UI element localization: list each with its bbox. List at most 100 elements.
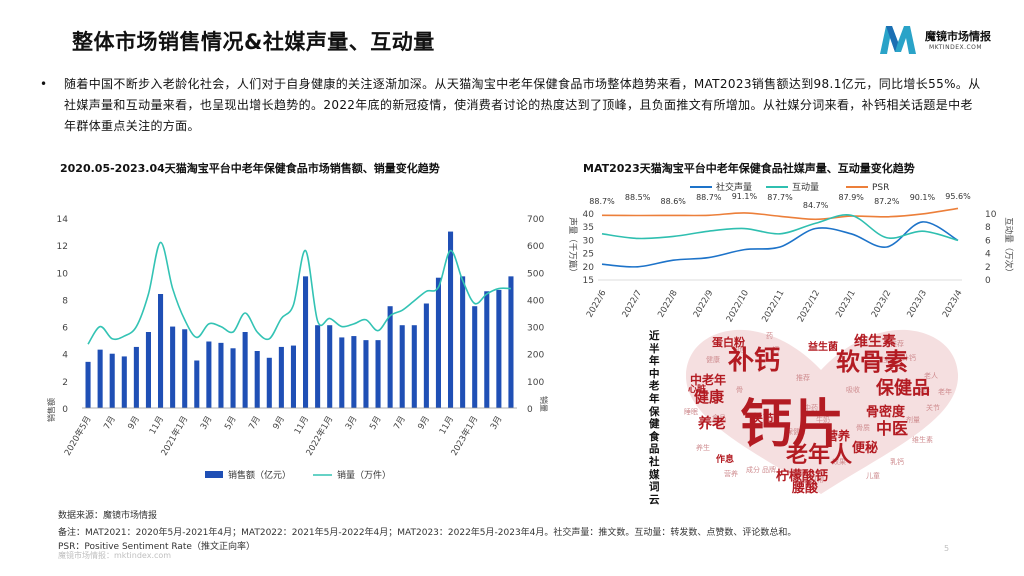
y-right-tick-label: 700 [527,215,544,225]
sales-bar [460,276,466,408]
y-left-tick-label: 10 [57,269,69,279]
wordcloud-filler-word: 健康 [706,355,720,364]
x-tick-label: 7月 [392,415,408,432]
wordcloud-word: 心脏 [688,383,706,395]
x-tick-label: 2023/2 [870,289,894,320]
x-tick-label: 2022/8 [656,289,680,320]
wordcloud-filler-word: 关节 [926,403,940,412]
wordcloud-filler-word: 老人 [924,371,938,380]
y-right-axis-label: 互动量（万次） [1003,217,1014,277]
sales-bar [448,231,454,408]
psr-data-label: 88.7% [696,193,722,202]
x-tick-label: 2022/9 [692,289,716,320]
x-tick-label: 2022/10 [725,289,751,325]
psr-data-label: 87.2% [874,197,900,206]
wordcloud-filler-word: 药 [766,331,773,340]
sales-bar [423,303,429,408]
psr-data-label: 91.1% [732,192,758,201]
x-tick-label: 2022/12 [796,289,822,325]
footer-watermark: 魔镜市场情报：mktindex.com [58,551,172,560]
interaction-line [601,214,959,242]
x-tick-label: 9月 [271,415,287,432]
wordcloud-word: 中医 [876,419,908,438]
wordcloud-filler-word: 钙 [772,345,779,354]
wordcloud-word: 作息 [716,453,734,465]
wordcloud-word: 骨密度 [866,404,906,420]
right-chart-title: MAT2023天猫淘宝平台中老年保健食品社媒声量、互动量变化趋势 [583,162,915,175]
legend-label: 社交声量 [716,181,752,193]
legend-bar-label: 销售额（亿元） [228,469,291,481]
wordcloud-filler-word: 推荐 [796,373,810,382]
wordcloud-word: 养老 [697,415,726,432]
y-right-tick-label: 300 [527,324,544,334]
sales-bar [218,342,224,408]
legend-label: 互动量 [792,182,819,193]
wordcloud-filler-word: 中药 [804,403,818,412]
x-tick-label: 7月 [102,415,118,432]
x-tick-label: 2023/3 [905,289,929,320]
wordcloud-filler-word: 补钙 [902,353,916,362]
wordcloud-filler-word: 老年 [938,387,952,396]
wordcloud-filler-word: 儿童 [866,471,880,480]
wordcloud-filler-word: 效果 [832,457,846,466]
sales-bar [182,329,188,408]
x-tick-label: 3月 [489,415,505,432]
wordcloud-word: 腰酸 [791,480,819,496]
y-left-tick-label: 2 [62,378,68,388]
x-tick-label: 2022/7 [621,289,645,320]
sales-bar [327,325,333,408]
x-tick-label: 3月 [199,415,215,432]
y-right-tick-label: 4 [985,250,991,260]
x-tick-label: 3月 [344,415,360,432]
sales-bar [363,340,369,408]
wordcloud-word: 维生素 [854,333,896,350]
wordcloud-title: 近半年中老年保健食品社媒词云 [649,330,660,506]
x-tick-label: 2022/11 [760,289,786,325]
y-right-tick-label: 10 [985,210,997,220]
x-tick-label: 5月 [368,415,384,432]
sales-bar [435,277,441,408]
data-source: 数据来源：魔镜市场情报 [58,511,158,521]
x-tick-label: 11月 [438,415,456,437]
y-left-tick-label: 30 [583,236,595,246]
wordcloud-filler-word: 骨质 [856,423,870,432]
wordcloud-word: 老年人 [785,442,852,468]
brand-name: 魔镜市场情报 [925,30,991,43]
left-chart-title: 2020.05-2023.04天猫淘宝平台中老年保健食品市场销售额、销量变化趋势 [60,162,440,175]
sales-bar [508,276,514,408]
sales-bar [266,357,272,408]
y-left-tick-label: 40 [583,210,595,220]
x-tick-label: 11月 [293,415,311,437]
psr-data-label: 88.7% [589,197,615,206]
wordcloud-filler-word: 食品 [712,413,726,422]
sales-bar [339,337,345,408]
y-left-tick-label: 20 [583,263,595,273]
wordcloud-filler-word: 父母 [916,386,930,394]
sales-bar [290,345,296,408]
y-right-axis-label: 销量 [539,396,549,412]
wordcloud-word: 保健品 [875,377,930,399]
y-left-tick-label: 35 [583,223,594,233]
page-number: 5 [944,544,950,553]
sales-bar [387,306,393,408]
y-left-tick-label: 15 [583,276,594,286]
bullet-marker: • [40,77,48,91]
legend-bar-swatch [205,471,223,478]
y-left-axis-label: 销售额 [46,398,56,422]
sales-bar [254,351,260,408]
sales-bar [315,325,321,408]
wordcloud-word: 关节 [752,411,774,425]
sales-bar [145,332,151,408]
y-left-tick-label: 14 [57,215,69,225]
page-title: 整体市场销售情况&社媒声量、互动量 [72,30,435,54]
wordcloud-filler-word: 养生 [696,443,710,452]
brand-logo: 魔镜市场情报 MKTINDEX.COM [878,22,998,62]
wordcloud-filler-word: 骨 [736,386,743,394]
brand-logo-mark-icon [880,26,916,54]
wordcloud-filler-word: 维生素 [912,435,933,444]
y-right-tick-label: 6 [985,236,991,246]
wordcloud-filler-word: 剂量 [906,415,920,424]
wordcloud-filler-word: 保健 [786,427,800,436]
x-tick-label: 9月 [126,415,142,432]
sales-bar [97,349,103,408]
